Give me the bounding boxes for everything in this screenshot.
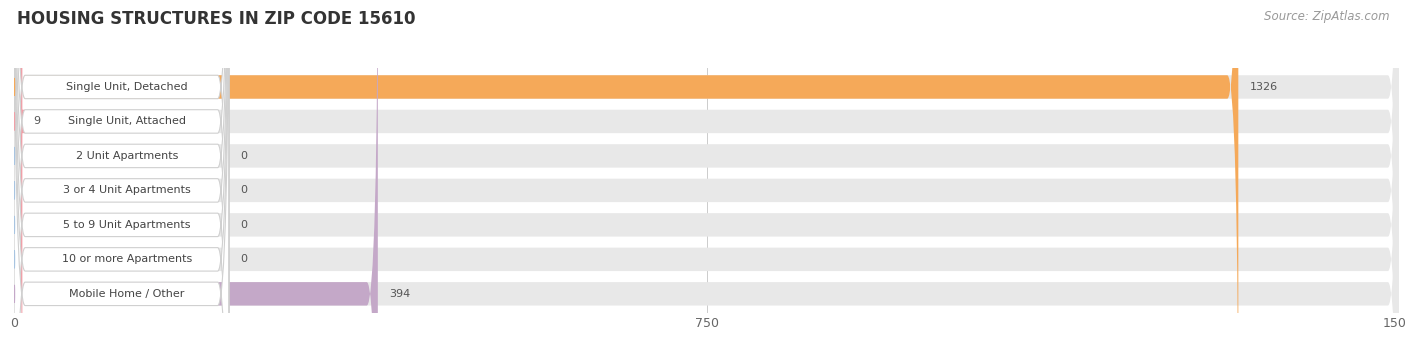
Text: Single Unit, Attached: Single Unit, Attached bbox=[67, 116, 186, 126]
Text: 3 or 4 Unit Apartments: 3 or 4 Unit Apartments bbox=[63, 185, 191, 195]
Text: Source: ZipAtlas.com: Source: ZipAtlas.com bbox=[1264, 10, 1389, 23]
Text: 5 to 9 Unit Apartments: 5 to 9 Unit Apartments bbox=[63, 220, 191, 230]
Text: 0: 0 bbox=[240, 185, 247, 195]
FancyBboxPatch shape bbox=[14, 0, 1399, 340]
FancyBboxPatch shape bbox=[14, 0, 229, 340]
Text: 0: 0 bbox=[240, 151, 247, 161]
Text: 0: 0 bbox=[240, 254, 247, 265]
FancyBboxPatch shape bbox=[11, 0, 25, 340]
FancyBboxPatch shape bbox=[14, 0, 378, 340]
FancyBboxPatch shape bbox=[14, 0, 1399, 340]
FancyBboxPatch shape bbox=[14, 0, 229, 340]
FancyBboxPatch shape bbox=[14, 0, 1399, 340]
Text: 10 or more Apartments: 10 or more Apartments bbox=[62, 254, 193, 265]
Text: 2 Unit Apartments: 2 Unit Apartments bbox=[76, 151, 179, 161]
FancyBboxPatch shape bbox=[14, 0, 1239, 340]
FancyBboxPatch shape bbox=[14, 0, 1399, 340]
Text: 1326: 1326 bbox=[1250, 82, 1278, 92]
FancyBboxPatch shape bbox=[14, 0, 229, 340]
FancyBboxPatch shape bbox=[14, 0, 229, 340]
FancyBboxPatch shape bbox=[14, 0, 1399, 340]
FancyBboxPatch shape bbox=[14, 0, 229, 340]
FancyBboxPatch shape bbox=[14, 0, 229, 340]
FancyBboxPatch shape bbox=[14, 0, 1399, 340]
Text: 0: 0 bbox=[240, 220, 247, 230]
Text: Mobile Home / Other: Mobile Home / Other bbox=[69, 289, 184, 299]
FancyBboxPatch shape bbox=[14, 0, 229, 340]
Text: 9: 9 bbox=[34, 116, 41, 126]
Text: 394: 394 bbox=[389, 289, 411, 299]
FancyBboxPatch shape bbox=[14, 0, 1399, 340]
Text: Single Unit, Detached: Single Unit, Detached bbox=[66, 82, 188, 92]
Text: HOUSING STRUCTURES IN ZIP CODE 15610: HOUSING STRUCTURES IN ZIP CODE 15610 bbox=[17, 10, 415, 28]
